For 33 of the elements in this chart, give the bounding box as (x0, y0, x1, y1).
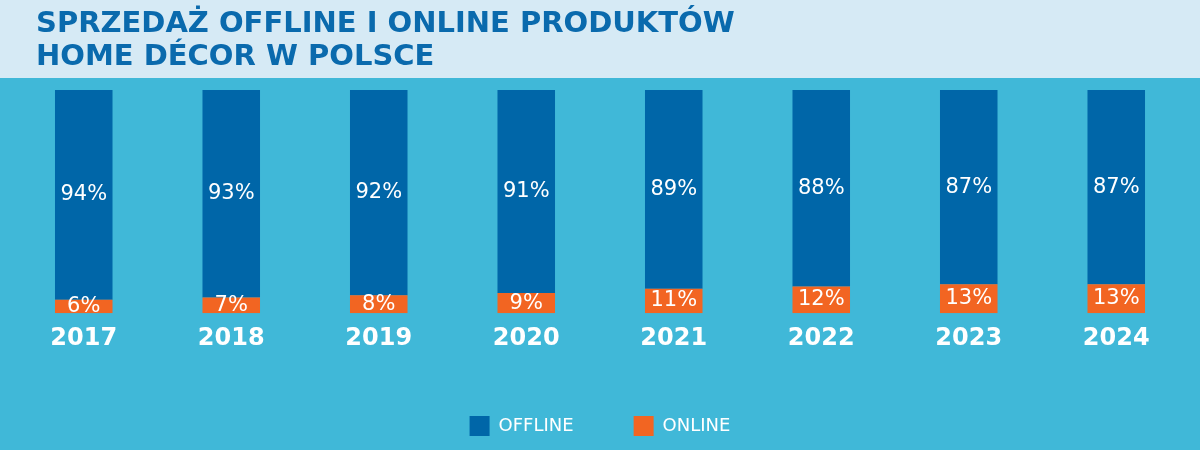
data-label: 89% (650, 175, 698, 200)
data-label: 9% (509, 289, 543, 314)
data-label: 87% (1092, 173, 1140, 198)
data-label: 88% (797, 174, 845, 199)
data-label: 8% (362, 290, 396, 315)
data-label: 7% (214, 291, 248, 316)
x-tick-label: 2024 (1082, 322, 1150, 351)
bar (497, 90, 556, 294)
data-label: 13% (945, 285, 993, 310)
x-tick-label: 2020 (492, 322, 560, 351)
data-label: 91% (502, 178, 550, 203)
data-label: 93% (207, 180, 255, 205)
bar (644, 90, 703, 289)
data-label: 13% (1092, 285, 1140, 310)
bar (349, 90, 408, 296)
x-tick-label: 2019 (345, 322, 413, 351)
x-tick-label: 2018 (197, 322, 265, 351)
x-tick-label: 2017 (50, 322, 118, 351)
bar (939, 90, 998, 285)
x-tick-label: 2023 (935, 322, 1003, 351)
chart-title: SPRZEDAŻ OFFLINE I ONLINE PRODUKTÓW HOME DÉCOR W POLSCE (36, 5, 736, 72)
legend-label: ONLINE (662, 413, 731, 435)
data-label: 94% (60, 181, 108, 206)
x-tick-label: 2022 (787, 322, 855, 351)
data-label: 92% (355, 179, 403, 204)
data-label: 11% (650, 287, 698, 312)
x-tick-label: 2021 (640, 322, 708, 351)
bar (792, 90, 851, 287)
data-label: 12% (797, 286, 845, 311)
data-label: 87% (945, 173, 993, 198)
bar (1087, 90, 1146, 285)
legend-label: OFFLINE (498, 413, 574, 435)
data-label: 6% (67, 292, 101, 317)
